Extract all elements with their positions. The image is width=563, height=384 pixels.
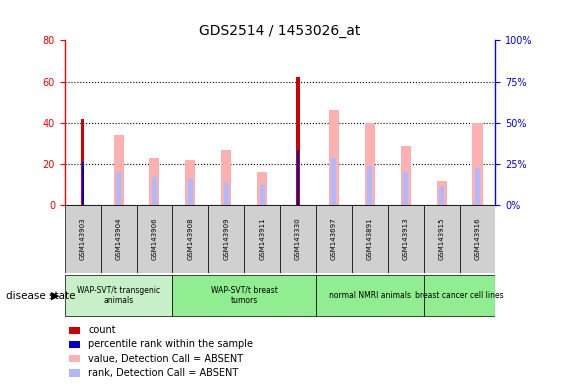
Text: GSM143913: GSM143913 bbox=[403, 218, 409, 260]
Text: GSM143911: GSM143911 bbox=[259, 218, 265, 260]
Bar bbox=[114, 135, 124, 205]
Text: WAP-SVT/t transgenic
animals: WAP-SVT/t transgenic animals bbox=[77, 286, 160, 305]
Bar bbox=[221, 150, 231, 205]
Title: GDS2514 / 1453026_at: GDS2514 / 1453026_at bbox=[199, 24, 361, 38]
Bar bbox=[172, 275, 316, 316]
Bar bbox=[352, 205, 388, 273]
Bar bbox=[316, 275, 423, 316]
Bar bbox=[244, 205, 280, 273]
Text: GSM143330: GSM143330 bbox=[295, 218, 301, 260]
Bar bbox=[69, 341, 79, 348]
Bar bbox=[424, 275, 495, 316]
Text: GSM143903: GSM143903 bbox=[80, 218, 86, 260]
Bar bbox=[297, 150, 299, 205]
Bar bbox=[69, 369, 79, 377]
Bar bbox=[208, 205, 244, 273]
Text: disease state: disease state bbox=[6, 291, 75, 301]
Bar bbox=[260, 185, 265, 205]
Bar bbox=[81, 119, 84, 205]
Text: GSM143915: GSM143915 bbox=[439, 218, 445, 260]
Text: GSM143891: GSM143891 bbox=[367, 218, 373, 260]
Bar bbox=[137, 205, 172, 273]
Bar bbox=[172, 205, 208, 273]
Bar bbox=[257, 172, 267, 205]
Bar bbox=[329, 111, 339, 205]
Text: percentile rank within the sample: percentile rank within the sample bbox=[88, 339, 253, 349]
Bar bbox=[459, 205, 495, 273]
Text: GSM143904: GSM143904 bbox=[115, 218, 122, 260]
Bar bbox=[475, 168, 480, 205]
Bar bbox=[65, 275, 172, 316]
Text: normal NMRI animals: normal NMRI animals bbox=[329, 291, 411, 300]
Text: ▶: ▶ bbox=[51, 291, 59, 301]
Text: GSM143908: GSM143908 bbox=[187, 218, 193, 260]
Bar bbox=[116, 172, 121, 205]
Bar bbox=[224, 183, 229, 205]
Bar bbox=[403, 172, 408, 205]
Text: value, Detection Call = ABSENT: value, Detection Call = ABSENT bbox=[88, 354, 243, 364]
Bar bbox=[401, 146, 411, 205]
Bar bbox=[65, 205, 101, 273]
Bar bbox=[316, 205, 352, 273]
Text: rank, Detection Call = ABSENT: rank, Detection Call = ABSENT bbox=[88, 368, 238, 378]
Bar bbox=[82, 162, 84, 205]
Text: GSM143916: GSM143916 bbox=[475, 218, 480, 260]
Bar bbox=[149, 158, 159, 205]
Bar bbox=[439, 187, 444, 205]
Bar bbox=[188, 179, 193, 205]
Bar bbox=[69, 355, 79, 362]
Text: breast cancer cell lines: breast cancer cell lines bbox=[415, 291, 504, 300]
Bar bbox=[365, 123, 375, 205]
Text: GSM143697: GSM143697 bbox=[331, 218, 337, 260]
Bar bbox=[472, 123, 482, 205]
Bar bbox=[69, 326, 79, 334]
Text: WAP-SVT/t breast
tumors: WAP-SVT/t breast tumors bbox=[211, 286, 278, 305]
Bar bbox=[101, 205, 137, 273]
Text: count: count bbox=[88, 325, 116, 335]
Bar bbox=[185, 160, 195, 205]
Bar bbox=[388, 205, 424, 273]
Text: GSM143906: GSM143906 bbox=[151, 218, 158, 260]
Bar bbox=[332, 158, 337, 205]
Text: GSM143909: GSM143909 bbox=[224, 218, 229, 260]
Bar bbox=[436, 181, 446, 205]
Bar bbox=[367, 166, 372, 205]
Bar bbox=[280, 205, 316, 273]
Bar bbox=[152, 177, 157, 205]
Bar bbox=[296, 78, 300, 205]
Bar bbox=[424, 205, 459, 273]
